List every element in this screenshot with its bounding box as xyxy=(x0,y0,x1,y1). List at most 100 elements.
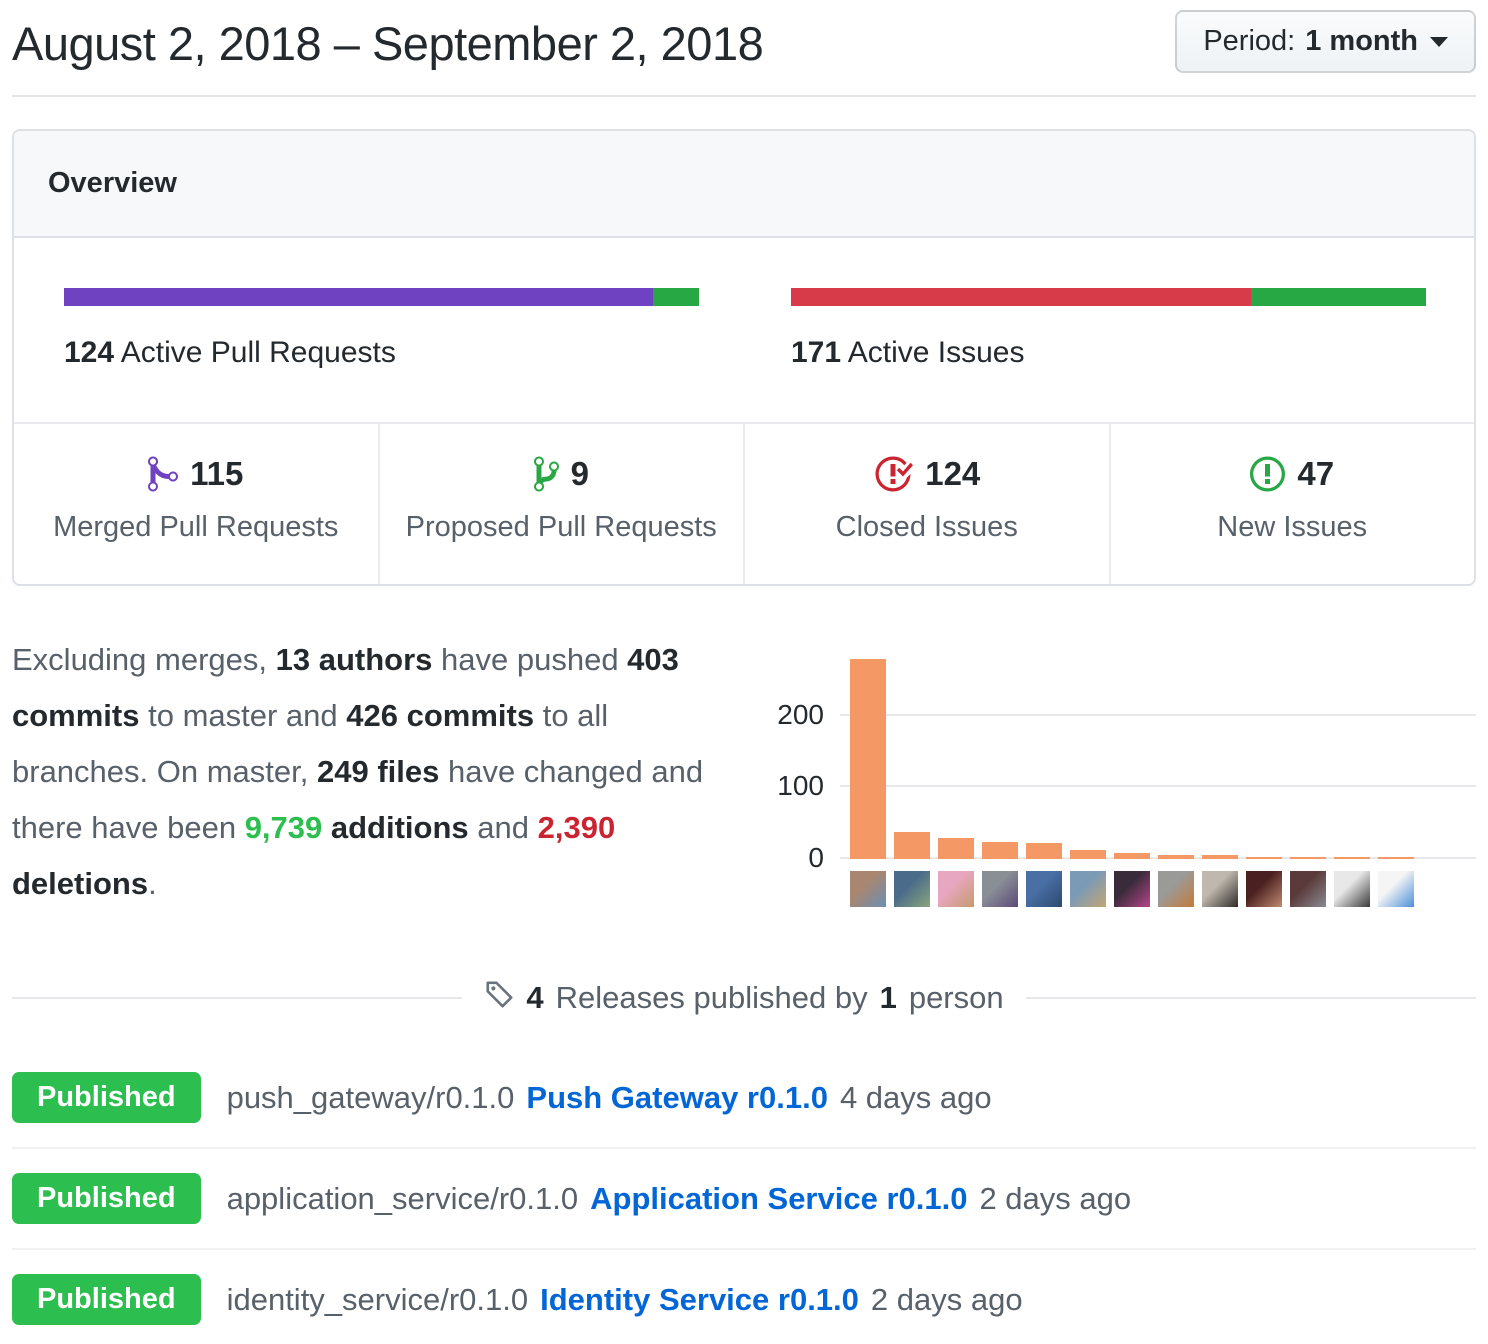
commit-bar-author-10 xyxy=(1246,857,1282,859)
release-row-identity-service: Published identity_service/r0.1.0 Identi… xyxy=(12,1250,1476,1344)
release-link-identity-service[interactable]: Identity Service r0.1.0 xyxy=(540,1281,859,1317)
divider-line-left xyxy=(12,997,463,999)
header-divider xyxy=(12,95,1476,97)
author-avatar-13[interactable] xyxy=(1378,871,1414,907)
author-avatar-4[interactable] xyxy=(982,871,1018,907)
summary-seg: have changed and there have been xyxy=(12,754,704,845)
page-title: August 2, 2018 – September 2, 2018 xyxy=(12,17,764,70)
stat-merged-pull-requests[interactable]: 115 Merged Pull Requests xyxy=(14,424,378,584)
summary-section: Excluding merges, 13 authors have pushed… xyxy=(12,628,1476,912)
release-list: Published push_gateway/r0.1.0 Push Gatew… xyxy=(12,1048,1476,1344)
y-axis-tick-0: 0 xyxy=(808,842,824,873)
author-avatar-8[interactable] xyxy=(1158,871,1194,907)
issues-meter xyxy=(791,288,1426,306)
git-branch-icon xyxy=(533,454,559,494)
authors-count: 13 authors xyxy=(275,642,433,677)
releases-heading-text: Releases published by xyxy=(555,980,868,1015)
release-timestamp: 2 days ago xyxy=(979,1180,1132,1216)
commit-bar-author-8 xyxy=(1158,855,1194,859)
release-tag-name: identity_service/r0.1.0 xyxy=(226,1281,529,1317)
proposed-pr-label: Proposed Pull Requests xyxy=(405,511,717,543)
release-tag-name: application_service/r0.1.0 xyxy=(226,1180,579,1216)
commit-bar-author-9 xyxy=(1202,855,1238,859)
pull-requests-meter xyxy=(64,288,699,306)
author-avatar-2[interactable] xyxy=(894,871,930,907)
merged-pr-count: 115 xyxy=(190,455,244,492)
overview-stats-row: 115 Merged Pull Requests 9 Proposed Pull… xyxy=(14,422,1474,584)
summary-seg: have pushed xyxy=(432,642,628,677)
commit-bar-author-7 xyxy=(1114,853,1150,859)
summary-seg: Excluding merges, xyxy=(12,642,276,677)
summary-seg: and xyxy=(468,810,538,845)
releases-section-divider: 4 Releases published by 1 person xyxy=(12,978,1477,1018)
release-row-application-service: Published application_service/r0.1.0 App… xyxy=(12,1149,1476,1250)
stat-proposed-pull-requests[interactable]: 9 Proposed Pull Requests xyxy=(377,424,744,584)
commit-bar-author-3 xyxy=(938,838,974,859)
period-dropdown-button[interactable]: Period: 1 month xyxy=(1175,10,1476,73)
merged-pr-segment xyxy=(64,288,653,306)
release-link-push-gateway[interactable]: Push Gateway r0.1.0 xyxy=(526,1079,828,1115)
git-merge-icon xyxy=(148,454,179,494)
commit-bar-author-13 xyxy=(1378,857,1414,859)
gridline-200: 200 xyxy=(777,699,1476,730)
summary-seg: to master and xyxy=(139,698,347,733)
author-avatar-3[interactable] xyxy=(938,871,974,907)
new-issues-label: New Issues xyxy=(1217,511,1368,543)
period-prefix-label: Period: xyxy=(1203,25,1296,57)
gridline-100: 100 xyxy=(777,770,1476,801)
author-avatar-6[interactable] xyxy=(1070,871,1106,907)
page-header: August 2, 2018 – September 2, 2018 Perio… xyxy=(12,0,1476,73)
active-pr-text: Active Pull Requests xyxy=(114,336,396,369)
author-avatar-10[interactable] xyxy=(1246,871,1282,907)
author-avatar-12[interactable] xyxy=(1334,871,1370,907)
summary-seg: to all branches. On master, xyxy=(12,698,609,789)
pull-requests-meter-col: 124 Active Pull Requests xyxy=(64,288,699,422)
proposed-pr-segment xyxy=(652,288,699,306)
active-issues-text: Active Issues xyxy=(841,336,1025,369)
y-axis-tick-200: 200 xyxy=(777,699,824,730)
summary-seg: . xyxy=(148,866,157,901)
chart-avatars xyxy=(840,871,1476,907)
release-link-application-service[interactable]: Application Service r0.1.0 xyxy=(590,1180,968,1216)
active-pr-count: 124 xyxy=(64,336,115,369)
commit-bar-author-1 xyxy=(850,659,886,859)
overview-box: Overview 124 Active Pull Requests 171 Ac… xyxy=(12,129,1476,586)
proposed-pr-count: 9 xyxy=(570,455,589,492)
releases-count: 4 xyxy=(526,980,544,1015)
issue-opened-icon xyxy=(1250,454,1286,494)
commit-bar-author-4 xyxy=(982,842,1018,859)
releases-person-count: 1 xyxy=(879,980,897,1015)
release-row-push-gateway: Published push_gateway/r0.1.0 Push Gatew… xyxy=(12,1048,1476,1149)
chevron-down-icon xyxy=(1430,36,1448,47)
issues-meter-col: 171 Active Issues xyxy=(791,288,1426,422)
closed-issues-count: 124 xyxy=(925,455,981,492)
author-avatar-1[interactable] xyxy=(850,871,886,907)
releases-heading: 4 Releases published by 1 person xyxy=(484,978,1004,1018)
divider-line-right xyxy=(1025,997,1477,999)
active-issues-count: 171 xyxy=(791,336,842,369)
merged-pr-label: Merged Pull Requests xyxy=(53,511,339,543)
release-tag-name: push_gateway/r0.1.0 xyxy=(226,1079,515,1115)
author-avatar-7[interactable] xyxy=(1114,871,1150,907)
author-avatar-5[interactable] xyxy=(1026,871,1062,907)
chart-bars xyxy=(850,659,1414,859)
master-commits-count: 403 commits xyxy=(12,642,679,733)
author-avatar-11[interactable] xyxy=(1290,871,1326,907)
overview-box-title: Overview xyxy=(14,131,1474,238)
stat-new-issues[interactable]: 47 New Issues xyxy=(1108,424,1475,584)
stat-closed-issues[interactable]: 124 Closed Issues xyxy=(743,424,1109,584)
closed-issues-label: Closed Issues xyxy=(835,511,1018,543)
author-avatar-9[interactable] xyxy=(1202,871,1238,907)
y-axis-tick-100: 100 xyxy=(777,770,824,801)
period-value-label: 1 month xyxy=(1305,25,1418,57)
issue-closed-icon xyxy=(873,454,914,494)
published-badge: Published xyxy=(12,1274,201,1325)
commit-bar-author-2 xyxy=(894,832,930,859)
tag-icon xyxy=(484,978,514,1018)
closed-issues-segment xyxy=(791,288,1252,306)
commits-per-author-chart: 200 100 0 xyxy=(724,628,1476,912)
releases-heading-suffix: person xyxy=(908,980,1004,1015)
commit-bar-author-5 xyxy=(1026,843,1062,859)
release-timestamp: 2 days ago xyxy=(870,1281,1023,1317)
new-issues-segment xyxy=(1251,288,1426,306)
